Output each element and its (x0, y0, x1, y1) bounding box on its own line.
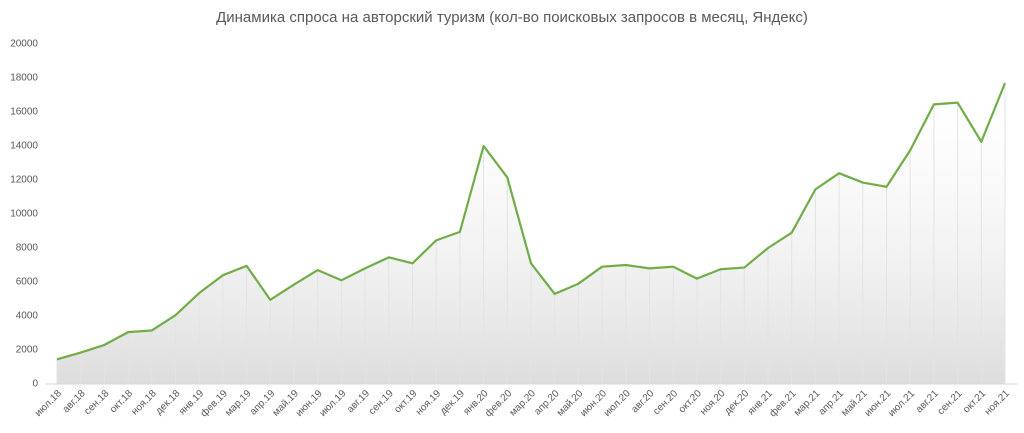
y-tick-label: 10000 (10, 209, 38, 220)
y-tick-label: 12000 (10, 175, 38, 186)
x-tick-label: фев.21 (767, 387, 799, 419)
x-tick-label: ноя.21 (983, 388, 1013, 418)
x-tick-label: фев.20 (482, 387, 514, 419)
x-tick-label: мар.21 (792, 388, 823, 419)
x-tick-label: мар.20 (508, 388, 539, 419)
x-tick-label: дек.20 (723, 388, 752, 417)
x-tick-label: июл.21 (886, 388, 917, 419)
y-tick-label: 0 (32, 379, 38, 390)
y-tick-label: 20000 (10, 39, 38, 50)
x-tick-label: дек.19 (438, 388, 467, 417)
y-tick-label: 16000 (10, 107, 38, 118)
x-tick-label: сен.18 (82, 388, 111, 417)
x-tick-label: ноя.19 (414, 388, 444, 418)
y-tick-label: 6000 (16, 277, 39, 288)
x-tick-label: июл.19 (318, 388, 349, 419)
chart-title: Динамика спроса на авторский туризм (кол… (216, 9, 808, 26)
x-tick-label: июл.18 (33, 388, 64, 419)
x-tick-label: сен.21 (936, 388, 965, 417)
y-tick-label: 18000 (10, 73, 38, 84)
x-tick-label: мар.19 (223, 388, 254, 419)
x-tick-label: сен.20 (651, 388, 680, 417)
y-tick-label: 2000 (16, 345, 39, 356)
y-tick-label: 14000 (10, 141, 38, 152)
x-tick-label: сен.19 (367, 388, 396, 417)
x-tick-label: ноя.20 (698, 388, 728, 418)
y-tick-label: 8000 (16, 243, 39, 254)
x-tick-label: дек.18 (154, 388, 183, 417)
y-tick-label: 4000 (16, 311, 39, 322)
line (56, 82, 1007, 361)
x-tick-label: фев.19 (198, 387, 230, 419)
x-tick-label: ноя.18 (130, 388, 160, 418)
x-tick-label: июл.20 (602, 388, 633, 419)
